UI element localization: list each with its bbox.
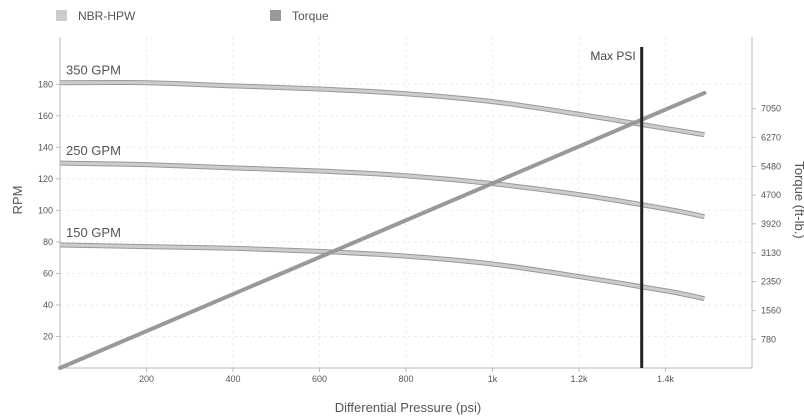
y-tick-label: 60	[43, 268, 53, 278]
y-tick-label: 40	[43, 300, 53, 310]
axes: 200 400 600 800 1k 1.2k 1.4k 20 40 60 80 100 120 140 1…	[38, 37, 781, 384]
y-tick-label: 140	[38, 142, 53, 152]
y-axis-title: RPM	[10, 186, 25, 215]
y2-tick-label: 4700	[761, 190, 781, 200]
curve-label-150-gpm: 150 GPM	[66, 225, 121, 240]
legend-label: NBR-HPW	[78, 9, 136, 23]
y2-axis-title: Torque (ft-lb.)	[792, 161, 804, 238]
legend-label: Torque	[292, 9, 329, 23]
legend: NBR-HPW Torque	[56, 9, 329, 23]
y-tick-label: 80	[43, 237, 53, 247]
y-tick-label: 100	[38, 205, 53, 215]
y2-tick-label: 780	[761, 334, 776, 344]
y2-tick-label: 3920	[761, 219, 781, 229]
y-tick-label: 20	[43, 331, 53, 341]
x-axis-title: Differential Pressure (psi)	[335, 400, 481, 415]
x-tick-label: 400	[225, 374, 240, 384]
x-tick-label: 800	[398, 374, 413, 384]
legend-swatch	[56, 10, 67, 21]
x-tick-label: 1k	[488, 374, 498, 384]
series-line-350-gpm	[59, 80, 705, 137]
series-layer: 350 GPM 250 GPM 150 GPM	[58, 63, 707, 370]
x-tick-label: 600	[312, 374, 327, 384]
series-line-outline-350-gpm	[59, 79, 705, 138]
x-tick-label: 1.2k	[570, 374, 588, 384]
curve-label-350-gpm: 350 GPM	[66, 63, 121, 78]
y2-tick-label: 2350	[761, 277, 781, 287]
x-tick-label: 200	[139, 374, 154, 384]
y2-tick-label: 7050	[761, 104, 781, 114]
x-tick-label: 1.4k	[657, 374, 675, 384]
y-tick-label: 160	[38, 111, 53, 121]
y2-tick-label: 1560	[761, 306, 781, 316]
max-psi-label: Max PSI	[590, 49, 635, 63]
y2-tick-label: 5480	[761, 161, 781, 171]
y-tick-label: 120	[38, 174, 53, 184]
y-tick-label: 180	[38, 79, 53, 89]
y2-tick-label: 6270	[761, 132, 781, 142]
axis-titles: Differential Pressure (psi) RPM Torque (…	[10, 161, 804, 415]
series-line-torque	[58, 90, 707, 370]
legend-swatch	[270, 10, 281, 21]
annotations-layer: Max PSI	[590, 47, 644, 368]
series-line-250-gpm	[59, 161, 705, 219]
series-line-outline-250-gpm	[59, 160, 705, 220]
y2-tick-label: 3130	[761, 248, 781, 258]
curve-label-250-gpm: 250 GPM	[66, 143, 121, 158]
series-line-150-gpm	[59, 243, 705, 301]
grid-lines	[60, 37, 752, 368]
